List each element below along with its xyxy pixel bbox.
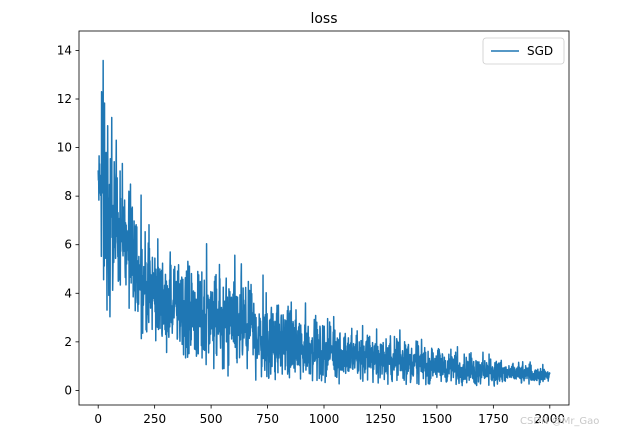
y-tick-label: 10 [57, 141, 72, 155]
x-tick-label: 500 [200, 412, 223, 426]
x-tick-label: 250 [143, 412, 166, 426]
watermark-text: CSDN @Mr_Gao [520, 416, 600, 427]
x-tick-label: 1500 [422, 412, 453, 426]
legend-label-sgd: SGD [527, 44, 553, 58]
x-tick-label: 1000 [309, 412, 340, 426]
series-line-sgd [97, 59, 551, 387]
y-tick-label: 14 [57, 43, 72, 57]
y-tick-label: 8 [64, 189, 72, 203]
y-tick-label: 6 [64, 238, 72, 252]
y-tick-label: 12 [57, 92, 72, 106]
y-tick-label: 4 [64, 286, 72, 300]
legend-box [482, 37, 565, 65]
x-tick-label: 1750 [478, 412, 509, 426]
x-tick-label: 2000 [535, 412, 566, 426]
y-tick-label: 2 [64, 335, 72, 349]
x-tick-label: 1250 [365, 412, 396, 426]
x-tick-label: 0 [94, 412, 102, 426]
y-tick-label: 0 [64, 383, 72, 397]
chart-title: loss [310, 11, 337, 27]
x-tick-label: 750 [256, 412, 279, 426]
